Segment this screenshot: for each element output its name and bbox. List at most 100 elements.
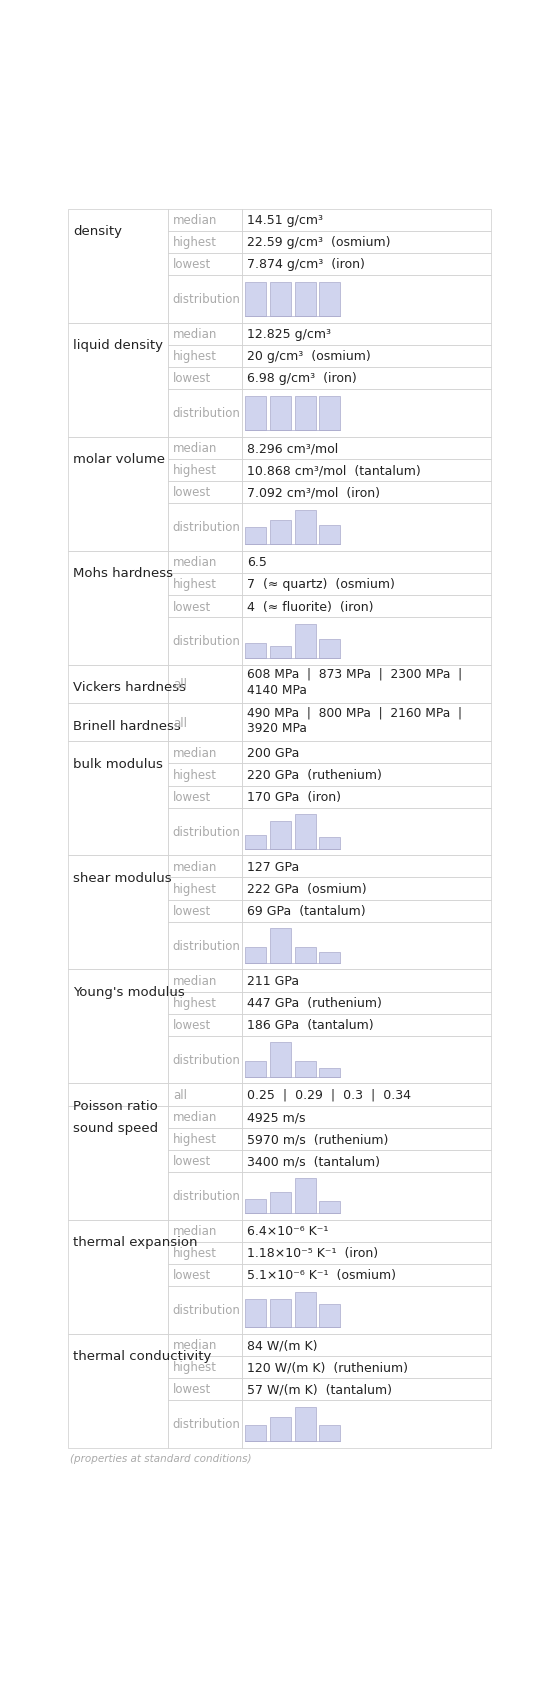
Bar xyxy=(168,856,242,878)
Text: 186 GPa  (tantalum): 186 GPa (tantalum) xyxy=(247,1019,373,1031)
Text: Mohs hardness: Mohs hardness xyxy=(73,567,173,580)
Bar xyxy=(68,703,168,742)
Bar xyxy=(242,390,491,437)
Text: highest: highest xyxy=(173,464,217,478)
Bar xyxy=(242,345,491,368)
Text: molar volume: molar volume xyxy=(73,452,165,466)
Bar xyxy=(319,1304,340,1327)
Bar xyxy=(168,922,242,971)
Text: 84 W/(m K): 84 W/(m K) xyxy=(247,1339,317,1351)
Bar xyxy=(242,1083,491,1105)
Bar xyxy=(168,437,242,459)
Text: all: all xyxy=(173,678,187,691)
Bar xyxy=(319,639,340,659)
Bar xyxy=(242,323,491,345)
Text: distribution: distribution xyxy=(173,1304,241,1317)
Text: 3920 MPa: 3920 MPa xyxy=(247,722,307,735)
Text: 6.98 g/cm³  (iron): 6.98 g/cm³ (iron) xyxy=(247,372,357,385)
Bar xyxy=(246,283,266,316)
Bar xyxy=(168,1105,242,1129)
Bar xyxy=(270,397,291,431)
Bar xyxy=(168,323,242,345)
Bar xyxy=(270,1300,291,1327)
Bar xyxy=(242,1263,491,1287)
Bar xyxy=(242,971,491,992)
Bar xyxy=(242,807,491,856)
Text: median: median xyxy=(173,442,217,456)
Bar xyxy=(242,1334,491,1356)
Text: median: median xyxy=(173,974,217,987)
Bar xyxy=(168,345,242,368)
Bar xyxy=(68,437,168,552)
Bar xyxy=(68,742,168,856)
Bar xyxy=(242,595,491,617)
Bar xyxy=(242,276,491,323)
Bar xyxy=(168,1287,242,1334)
Bar xyxy=(168,552,242,574)
Text: 447 GPa  (ruthenium): 447 GPa (ruthenium) xyxy=(247,996,382,1009)
Bar xyxy=(295,1293,316,1327)
Bar xyxy=(168,617,242,666)
Bar xyxy=(246,1199,266,1213)
Bar xyxy=(270,521,291,545)
Bar xyxy=(168,703,242,742)
Text: bulk modulus: bulk modulus xyxy=(73,757,163,770)
Bar xyxy=(319,283,340,316)
Bar xyxy=(270,283,291,316)
Bar xyxy=(168,1036,242,1083)
Bar xyxy=(68,856,168,971)
Text: median: median xyxy=(173,1224,217,1238)
Text: highest: highest xyxy=(173,350,217,363)
Bar xyxy=(68,552,168,666)
Bar xyxy=(242,232,491,254)
Text: 127 GPa: 127 GPa xyxy=(247,861,299,873)
Text: 69 GPa  (tantalum): 69 GPa (tantalum) xyxy=(247,905,365,918)
Text: highest: highest xyxy=(173,769,217,782)
Text: Poisson ratio: Poisson ratio xyxy=(73,1100,158,1112)
Bar xyxy=(68,971,168,1083)
Bar xyxy=(168,254,242,276)
Text: distribution: distribution xyxy=(173,293,241,306)
Bar xyxy=(168,595,242,617)
Bar xyxy=(242,1172,491,1219)
Text: 12.825 g/cm³: 12.825 g/cm³ xyxy=(247,328,331,341)
Bar xyxy=(168,210,242,232)
Text: median: median xyxy=(173,861,217,873)
Bar xyxy=(242,552,491,574)
Text: median: median xyxy=(173,214,217,227)
Text: shear modulus: shear modulus xyxy=(73,871,172,885)
Text: lowest: lowest xyxy=(173,1383,211,1396)
Text: (properties at standard conditions): (properties at standard conditions) xyxy=(70,1453,252,1463)
Text: distribution: distribution xyxy=(173,1189,241,1203)
Text: 6.4×10⁻⁶ K⁻¹: 6.4×10⁻⁶ K⁻¹ xyxy=(247,1224,328,1238)
Text: 6.5: 6.5 xyxy=(247,557,266,569)
Text: 222 GPa  (osmium): 222 GPa (osmium) xyxy=(247,883,366,895)
Text: 170 GPa  (iron): 170 GPa (iron) xyxy=(247,791,341,804)
Text: lowest: lowest xyxy=(173,1268,211,1282)
Bar xyxy=(242,1287,491,1334)
Bar xyxy=(168,742,242,764)
Bar xyxy=(246,1061,266,1076)
Text: 14.51 g/cm³: 14.51 g/cm³ xyxy=(247,214,323,227)
Text: 1.18×10⁻⁵ K⁻¹  (iron): 1.18×10⁻⁵ K⁻¹ (iron) xyxy=(247,1246,378,1260)
Bar xyxy=(168,807,242,856)
Bar xyxy=(242,574,491,595)
Text: median: median xyxy=(173,328,217,341)
Bar xyxy=(242,900,491,922)
Bar xyxy=(242,1399,491,1448)
Text: 120 W/(m K)  (ruthenium): 120 W/(m K) (ruthenium) xyxy=(247,1361,408,1374)
Bar xyxy=(242,1241,491,1263)
Text: 7  (≈ quartz)  (osmium): 7 (≈ quartz) (osmium) xyxy=(247,579,395,590)
Bar xyxy=(270,822,291,849)
Text: highest: highest xyxy=(173,1132,217,1145)
Bar xyxy=(168,481,242,503)
Bar xyxy=(242,856,491,878)
Bar xyxy=(270,928,291,964)
Bar xyxy=(168,1129,242,1150)
Text: median: median xyxy=(173,1110,217,1124)
Text: 22.59 g/cm³  (osmium): 22.59 g/cm³ (osmium) xyxy=(247,235,390,249)
Text: lowest: lowest xyxy=(173,486,211,500)
Bar xyxy=(242,742,491,764)
Text: 20 g/cm³  (osmium): 20 g/cm³ (osmium) xyxy=(247,350,371,363)
Text: distribution: distribution xyxy=(173,407,241,420)
